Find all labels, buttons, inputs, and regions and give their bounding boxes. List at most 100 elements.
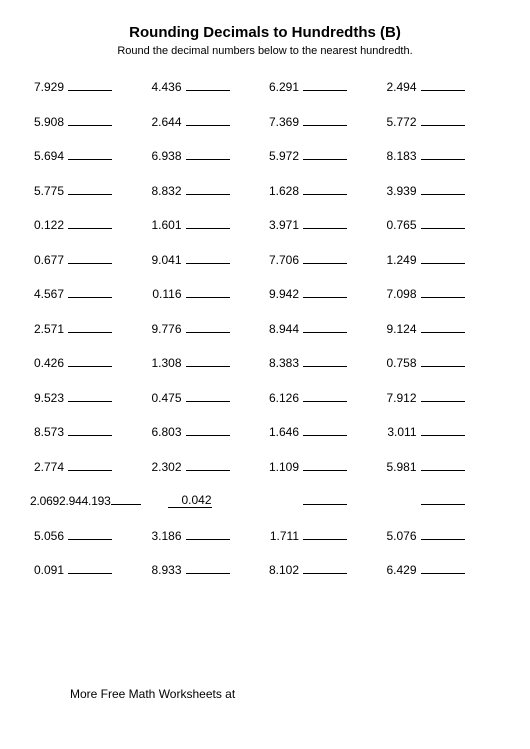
problem-number: 6.938 xyxy=(148,149,182,163)
answer-blank xyxy=(68,286,112,298)
problem-number: 5.981 xyxy=(383,460,417,474)
problem-cell: 8.944 xyxy=(265,321,383,336)
problem-number: 0.116 xyxy=(148,287,182,301)
problem-number: 8.933 xyxy=(148,563,182,577)
problem-cell: 5.772 xyxy=(383,114,501,129)
answer-blank xyxy=(186,148,230,160)
problem-cell: 0.677 xyxy=(30,252,148,267)
problem-number: 9.776 xyxy=(148,322,182,336)
problem-cell: 3.939 xyxy=(383,183,501,198)
problem-number: 1.109 xyxy=(265,460,299,474)
answer-blank xyxy=(68,217,112,229)
answer-blank xyxy=(111,493,141,505)
problem-cell: 2.571 xyxy=(30,321,148,336)
problem-cell: 1.109 xyxy=(265,459,383,474)
problem-number: 1.308 xyxy=(148,356,182,370)
problem-number: 8.183 xyxy=(383,149,417,163)
problem-cell: 6.126 xyxy=(265,390,383,405)
answer-blank xyxy=(421,321,465,333)
answer-blank xyxy=(421,528,465,540)
problem-number: 9.523 xyxy=(30,391,64,405)
problem-number: 5.972 xyxy=(265,149,299,163)
problem-cell: 3.186 xyxy=(148,528,266,543)
answer-blank xyxy=(186,183,230,195)
problem-number: 1.646 xyxy=(265,425,299,439)
problem-cell: 0.765 xyxy=(383,217,501,232)
problem-cell: 2.0692.944.193 xyxy=(30,493,148,508)
answer-blank xyxy=(421,252,465,264)
answer-blank xyxy=(186,286,230,298)
answer-blank xyxy=(303,528,347,540)
answer-blank xyxy=(68,148,112,160)
answer-blank xyxy=(303,355,347,367)
problem-cell: 2.774 xyxy=(30,459,148,474)
problem-number: 1.628 xyxy=(265,184,299,198)
problem-cell: 8.102 xyxy=(265,562,383,577)
problem-cell: 1.249 xyxy=(383,252,501,267)
problem-cell: 9.124 xyxy=(383,321,501,336)
answer-blank xyxy=(68,562,112,574)
problem-cell: 0.475 xyxy=(148,390,266,405)
problem-number: 0.765 xyxy=(383,218,417,232)
problem-number: 5.694 xyxy=(30,149,64,163)
problem-cell: 5.775 xyxy=(30,183,148,198)
problem-number: 2.494 xyxy=(383,80,417,94)
problem-number: 2.571 xyxy=(30,322,64,336)
answer-blank xyxy=(303,424,347,436)
problem-cell: 0.758 xyxy=(383,355,501,370)
problem-cell: 5.694 xyxy=(30,148,148,163)
answer-blank xyxy=(186,424,230,436)
problem-number: 7.369 xyxy=(265,115,299,129)
problem-cell: 0.091 xyxy=(30,562,148,577)
answer-blank xyxy=(68,252,112,264)
problem-cell: 5.972 xyxy=(265,148,383,163)
problem-grid: 7.9294.4366.2912.4945.9082.6447.3695.772… xyxy=(24,79,506,577)
page-title: Rounding Decimals to Hundredths (B) xyxy=(24,24,506,41)
problem-cell: 3.971 xyxy=(265,217,383,232)
problem-cell: 4.436 xyxy=(148,79,266,94)
problem-cell: 0.042 xyxy=(148,493,266,508)
problem-cell: 9.523 xyxy=(30,390,148,405)
problem-number: 9.942 xyxy=(265,287,299,301)
problem-cell: 7.369 xyxy=(265,114,383,129)
problem-cell: 9.776 xyxy=(148,321,266,336)
answer-blank xyxy=(186,321,230,333)
problem-cell: 5.908 xyxy=(30,114,148,129)
answer-blank xyxy=(186,528,230,540)
problem-cell: 2.494 xyxy=(383,79,501,94)
problem-number: 8.832 xyxy=(148,184,182,198)
answer-blank xyxy=(421,493,465,505)
problem-number: 5.775 xyxy=(30,184,64,198)
problem-number: 3.971 xyxy=(265,218,299,232)
problem-cell: 8.573 xyxy=(30,424,148,439)
problem-cell xyxy=(383,493,501,508)
problem-cell: 0.122 xyxy=(30,217,148,232)
answer-blank xyxy=(186,114,230,126)
problem-number: 8.383 xyxy=(265,356,299,370)
problem-number: 9.124 xyxy=(383,322,417,336)
answer-blank xyxy=(303,562,347,574)
problem-cell: 9.041 xyxy=(148,252,266,267)
problem-cell: 5.056 xyxy=(30,528,148,543)
answer-blank xyxy=(303,252,347,264)
problem-cell: 8.832 xyxy=(148,183,266,198)
answer-blank xyxy=(186,459,230,471)
answer-blank xyxy=(68,459,112,471)
problem-number: 0.042 xyxy=(168,493,212,508)
problem-cell: 8.183 xyxy=(383,148,501,163)
answer-blank xyxy=(68,321,112,333)
problem-number: 1.249 xyxy=(383,253,417,267)
problem-number: 4.436 xyxy=(148,80,182,94)
answer-blank xyxy=(303,114,347,126)
problem-number: 5.076 xyxy=(383,529,417,543)
answer-blank xyxy=(186,390,230,402)
answer-blank xyxy=(303,79,347,91)
answer-blank xyxy=(421,217,465,229)
answer-blank xyxy=(303,217,347,229)
problem-cell: 1.628 xyxy=(265,183,383,198)
problem-number: 0.426 xyxy=(30,356,64,370)
problem-cell: 7.706 xyxy=(265,252,383,267)
problem-number: 8.944 xyxy=(265,322,299,336)
answer-blank xyxy=(303,321,347,333)
problem-cell: 1.308 xyxy=(148,355,266,370)
